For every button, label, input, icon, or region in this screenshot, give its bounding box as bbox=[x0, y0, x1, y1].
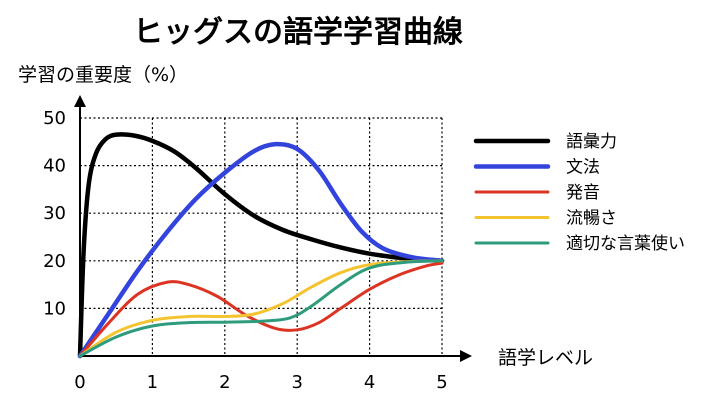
series-line-grammar bbox=[77, 141, 445, 359]
legend-label-fluency: 流暢さ bbox=[566, 209, 617, 229]
y-tick-label: 20 bbox=[43, 251, 66, 272]
y-tick-label: 10 bbox=[43, 298, 66, 319]
tick-labels: 0 1 2 3 4 5 10 20 30 40 50 bbox=[43, 108, 448, 393]
series-lines bbox=[77, 132, 445, 359]
x-tick-label: 5 bbox=[436, 372, 447, 393]
x-axis-arrow bbox=[460, 350, 472, 362]
x-tick-label: 4 bbox=[364, 372, 375, 393]
series-line-pronunciation bbox=[78, 261, 444, 358]
series-line-appropriate-usage bbox=[78, 259, 444, 358]
series-line-vocabulary bbox=[77, 132, 445, 359]
y-axis-label: 学習の重要度（%） bbox=[18, 64, 188, 86]
legend-label-appropriate-usage: 適切な言葉使い bbox=[566, 233, 685, 254]
x-tick-label: 2 bbox=[219, 372, 230, 393]
x-axis-label: 語学レベル bbox=[498, 347, 593, 369]
y-tick-label: 30 bbox=[43, 203, 66, 224]
x-tick-label: 3 bbox=[291, 372, 302, 393]
x-tick-label: 0 bbox=[74, 372, 85, 393]
y-tick-label: 40 bbox=[43, 156, 66, 177]
legend-label-pronunciation: 発音 bbox=[566, 183, 600, 203]
y-tick-label: 50 bbox=[43, 108, 66, 129]
legend-label-grammar: 文法 bbox=[566, 158, 600, 178]
legend-label-vocabulary: 語彙力 bbox=[566, 132, 617, 152]
x-tick-label: 1 bbox=[147, 372, 158, 393]
series-line-fluency bbox=[78, 259, 444, 358]
chart-title: ヒッグスの語学学習曲線 bbox=[133, 15, 463, 50]
y-axis-arrow bbox=[74, 95, 86, 107]
